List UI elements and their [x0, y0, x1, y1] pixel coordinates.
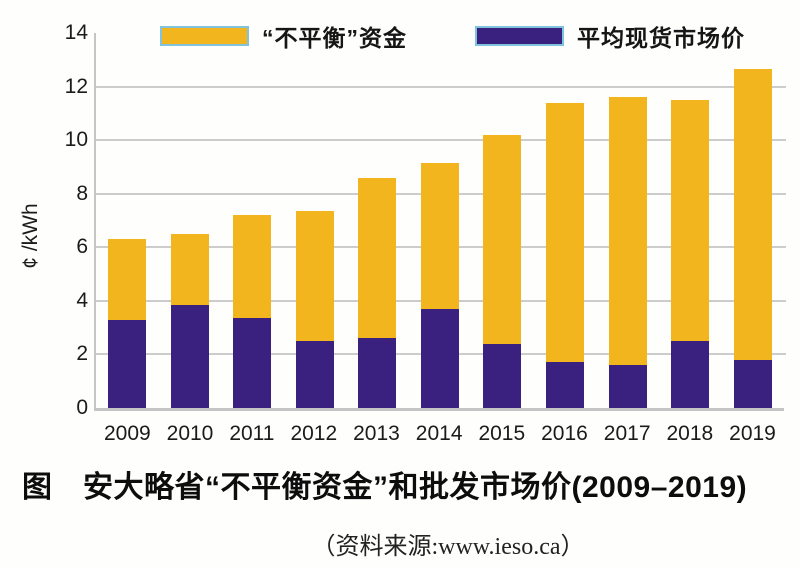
gridline-12: [96, 85, 786, 88]
bar-segment-2015-series-0: [483, 134, 522, 344]
bar-2014: [420, 33, 459, 408]
bar-2017: [608, 33, 647, 408]
bar-segment-2019-series-1: [733, 359, 772, 408]
x-tick-label-2019: 2019: [729, 422, 776, 445]
x-tick-label-2014: 2014: [415, 422, 463, 445]
x-tick-label-2016: 2016: [541, 422, 588, 445]
y-tick-label-12: 12: [64, 74, 88, 98]
y-tick-label-0: 0: [76, 396, 88, 419]
gridline-10: [96, 139, 786, 142]
bar-segment-2015-series-1: [483, 343, 522, 408]
y-tick-label-2: 2: [76, 342, 88, 366]
legend-item-imbalance-funds: “不平衡”资金: [160, 19, 407, 53]
bar-2009: [108, 33, 147, 408]
bar-segment-2013-series-1: [358, 338, 397, 408]
legend-label-imbalance-funds: “不平衡”资金: [262, 25, 407, 51]
bar-segment-2011-series-1: [233, 318, 272, 408]
bar-segment-2013-series-0: [358, 177, 397, 339]
bar-2013: [358, 33, 397, 408]
source-note: （资料来源:www.ieso.ca）: [311, 534, 585, 560]
bar-2010: [170, 33, 209, 408]
y-tick-label-8: 8: [76, 181, 88, 205]
y-tick-label-10: 10: [64, 128, 88, 152]
figure-title: 图 安大略省“不平衡资金”和批发市场价(2009–2019): [22, 471, 748, 504]
bar-segment-2018-series-1: [671, 341, 710, 408]
legend-label-avg-spot-price: 平均现货市场价: [577, 25, 745, 51]
bar-segment-2016-series-1: [545, 362, 584, 408]
bar-segment-2018-series-0: [671, 99, 710, 342]
bar-segment-2014-series-0: [420, 162, 459, 309]
bar-2018: [671, 33, 710, 408]
legend-item-avg-spot-price: 平均现货市场价: [475, 19, 745, 53]
x-tick-label-2017: 2017: [603, 422, 651, 445]
bar-segment-2016-series-0: [545, 102, 584, 363]
legend-swatch-imbalance-funds: [160, 26, 249, 46]
bar-segment-2010-series-1: [170, 304, 209, 408]
y-tick-label-14: 14: [64, 21, 88, 44]
bars-container: [96, 33, 784, 408]
bar-segment-2010-series-0: [170, 233, 209, 305]
x-tick-label-2011: 2011: [229, 422, 275, 445]
bar-2015: [483, 33, 522, 408]
x-tick-label-2009: 2009: [103, 422, 151, 445]
bar-segment-2019-series-0: [733, 69, 772, 360]
y-tick-label-6: 6: [76, 235, 88, 259]
bar-segment-2012-series-0: [295, 211, 334, 342]
bar-segment-2011-series-0: [233, 215, 272, 319]
bar-2011: [233, 33, 272, 408]
y-tick-label-4: 4: [76, 288, 88, 312]
plot-area: 2009 2010 2011 2012 2013 2014 2015 2016 2017 2018…: [65, 21, 786, 445]
bar-segment-2017-series-0: [608, 97, 647, 366]
x-axis-labels: 2009 2010 2011 2012 2013 2014 2015 2016 2017 2018…: [96, 422, 784, 446]
legend-swatch-avg-spot-price: [475, 26, 564, 46]
x-tick-label-2010: 2010: [166, 422, 214, 445]
bar-segment-2017-series-1: [608, 365, 647, 408]
bar-2019: [733, 33, 772, 408]
bar-segment-2012-series-1: [295, 341, 334, 408]
x-tick-label-2018: 2018: [666, 422, 714, 445]
x-tick-label-2012: 2012: [290, 422, 338, 445]
x-tick-label-2013: 2013: [353, 422, 400, 445]
x-tick-label-2015: 2015: [478, 422, 526, 445]
bar-segment-2009-series-0: [108, 239, 147, 320]
bar-segment-2014-series-1: [420, 308, 459, 408]
bar-2016: [545, 33, 584, 408]
bar-segment-2009-series-1: [108, 319, 147, 408]
bar-2012: [295, 33, 334, 408]
